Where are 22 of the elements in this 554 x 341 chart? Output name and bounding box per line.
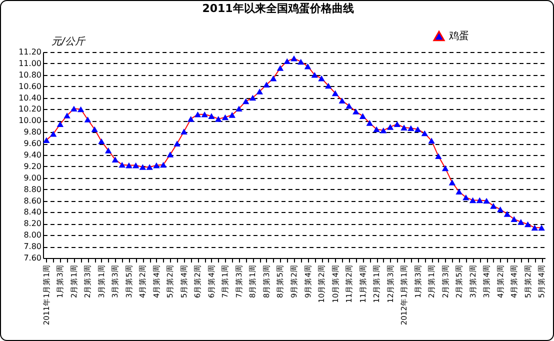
y-tick-label: 10.60 (18, 82, 42, 91)
y-tick-label: 10.80 (18, 70, 42, 80)
y-tick-label: 8.20 (24, 219, 42, 228)
y-tick-label: 8.00 (24, 230, 42, 240)
y-tick-label: 7.80 (24, 242, 42, 252)
y-tick-label: 8.60 (24, 196, 42, 206)
y-axis-title: 元/公斤 (52, 36, 86, 48)
y-tick-label: 10.00 (18, 116, 42, 126)
y-tick-label: 10.20 (18, 104, 42, 114)
y-tick-label: 8.40 (24, 208, 42, 217)
y-tick-label: 11.20 (18, 48, 42, 56)
chart-title: 2011年以来全国鸡蛋价格曲线 (202, 2, 354, 15)
y-tick-label: 8.80 (24, 184, 42, 194)
y-tick-label: 7.60 (24, 254, 42, 262)
y-tick-label: 10.40 (18, 93, 42, 102)
y-tick-label: 9.00 (24, 173, 42, 182)
y-tick-label: 9.20 (24, 162, 42, 171)
y-tick-label: 11.00 (18, 58, 42, 68)
y-tick-label: 9.60 (24, 139, 42, 148)
y-tick-label: 9.80 (24, 128, 42, 137)
legend-label: 鸡蛋 (448, 30, 469, 42)
y-tick-label: 9.40 (24, 150, 42, 160)
